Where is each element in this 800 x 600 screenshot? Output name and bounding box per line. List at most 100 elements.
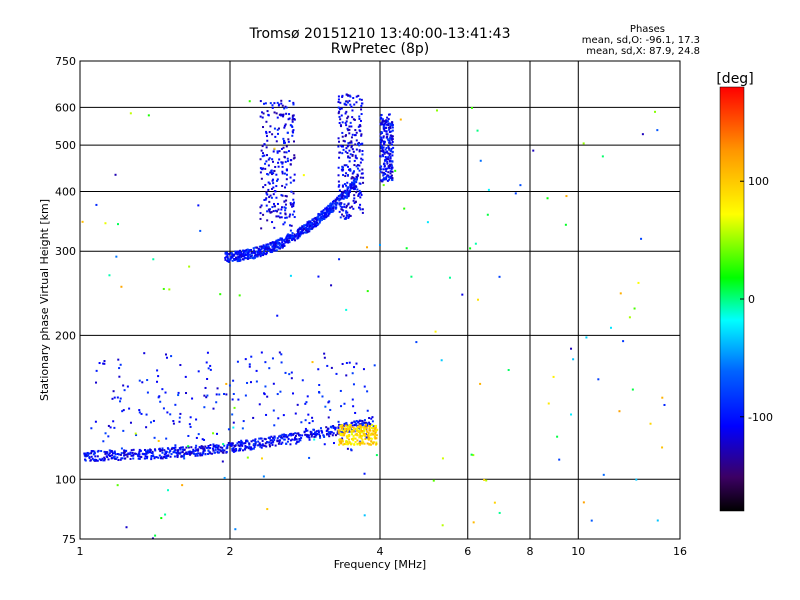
echo-point <box>260 444 263 447</box>
echo-point <box>115 255 118 258</box>
echo-point <box>294 434 297 437</box>
echo-point <box>195 452 198 455</box>
echo-point <box>308 436 311 439</box>
echo-point <box>92 453 95 456</box>
echo-point <box>205 396 208 399</box>
echo-point <box>354 441 357 444</box>
echo-point <box>387 156 390 159</box>
echo-point <box>283 155 286 158</box>
echo-point <box>330 210 333 213</box>
echo-point <box>271 104 274 107</box>
echo-point <box>329 425 332 428</box>
echo-point <box>201 452 204 455</box>
echo-point <box>351 176 354 179</box>
echo-point <box>232 392 235 395</box>
echo-point <box>138 457 141 460</box>
echo-point <box>266 139 269 142</box>
echo-point <box>168 288 171 291</box>
echo-point <box>368 429 371 432</box>
echo-point <box>389 142 392 145</box>
echo-point <box>203 394 206 397</box>
echo-point <box>270 169 273 172</box>
echo-point <box>341 430 344 433</box>
echo-point <box>269 194 272 197</box>
echo-point <box>386 116 389 119</box>
echo-point <box>209 443 212 446</box>
echo-point <box>178 416 181 419</box>
echo-point <box>137 457 140 460</box>
stats-heading: Phases <box>630 24 665 35</box>
echo-point <box>190 452 193 455</box>
echo-point <box>345 216 348 219</box>
echo-point <box>343 402 346 405</box>
echo-point <box>288 215 291 218</box>
echo-point <box>284 194 287 197</box>
echo-point <box>274 249 277 252</box>
echo-point <box>329 430 332 433</box>
echo-point <box>387 113 390 116</box>
echo-point <box>380 145 383 148</box>
echo-point <box>514 192 517 195</box>
echo-point <box>228 384 231 387</box>
echo-point <box>391 129 394 132</box>
echo-point <box>345 191 348 194</box>
echo-point <box>197 204 200 207</box>
echo-point <box>358 117 361 120</box>
echo-point <box>289 433 292 436</box>
echo-point <box>303 227 306 230</box>
echo-point <box>277 442 280 445</box>
echo-point <box>263 154 266 157</box>
echo-point <box>558 458 561 461</box>
echo-point <box>287 150 290 153</box>
echo-point <box>348 160 351 163</box>
echo-point <box>339 216 342 219</box>
echo-point <box>345 192 348 195</box>
echo-point <box>285 173 288 176</box>
echo-point <box>233 258 236 261</box>
echo-point <box>284 105 287 108</box>
echo-point <box>127 452 130 455</box>
echo-point <box>281 170 284 173</box>
echo-point <box>354 180 357 183</box>
echo-point <box>337 180 340 183</box>
echo-point <box>641 133 644 136</box>
echo-point <box>328 400 331 403</box>
echo-point <box>244 250 247 253</box>
echo-point <box>230 252 233 255</box>
echo-point <box>169 455 172 458</box>
echo-point <box>311 416 314 419</box>
echo-point <box>165 455 168 458</box>
echo-point <box>141 452 144 455</box>
echo-point <box>301 434 304 437</box>
echo-point <box>570 347 573 350</box>
echo-point <box>342 424 345 427</box>
echo-point <box>299 231 302 234</box>
echo-point <box>265 445 268 448</box>
echo-point <box>357 425 360 428</box>
echo-point <box>280 361 283 364</box>
echo-point <box>360 431 363 434</box>
echo-point <box>332 442 335 445</box>
echo-point <box>350 422 353 425</box>
echo-point <box>618 410 621 413</box>
echo-point <box>570 413 573 416</box>
echo-point <box>232 426 235 429</box>
echo-point <box>281 104 284 107</box>
echo-point <box>338 198 341 201</box>
echo-point <box>267 181 270 184</box>
echo-point <box>114 453 117 456</box>
echo-point <box>245 253 248 256</box>
echo-point <box>277 161 280 164</box>
x-tick-label: 16 <box>673 545 687 558</box>
echo-point <box>304 227 307 230</box>
echo-point <box>108 274 111 277</box>
echo-point <box>293 237 296 240</box>
echo-point <box>243 447 246 450</box>
echo-point <box>173 449 176 452</box>
echo-point <box>218 448 221 451</box>
echo-point <box>434 330 437 333</box>
echo-point <box>656 129 659 132</box>
echo-point <box>389 134 392 137</box>
echo-point <box>340 427 343 430</box>
echo-point <box>384 151 387 154</box>
